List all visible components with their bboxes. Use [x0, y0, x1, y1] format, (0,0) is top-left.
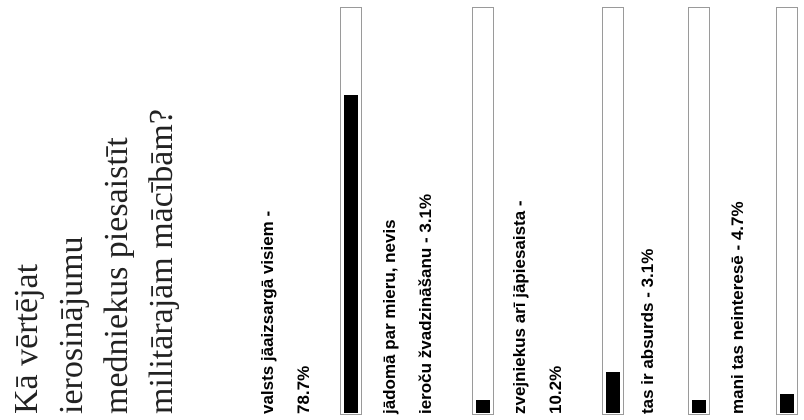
poll-question: Kā vērtējat ierosinājumu medniekus piesa…: [8, 109, 180, 414]
option-label-1: valsts jāaizsargā visiem - 78.7%: [258, 210, 313, 414]
option-bar-fill-2: [476, 400, 490, 413]
option-bar-fill-1: [344, 95, 358, 413]
option-label-3: zvejniekus arī jāpiesaista - 10.2%: [510, 200, 565, 414]
option-bar-3: [602, 7, 624, 415]
option-bar-fill-5: [780, 394, 794, 413]
option-bar-fill-4: [692, 400, 706, 413]
option-label-5: mani tas neinteresē - 4.7%: [728, 201, 747, 414]
option-bar-5: [776, 7, 798, 415]
option-bar-4: [688, 7, 710, 415]
option-bar-fill-3: [606, 371, 620, 413]
option-label-4: tas ir absurds - 3.1%: [638, 248, 657, 414]
option-bar-1: [340, 7, 362, 415]
option-label-2: jādomā par mieru, nevis ieroču žvadzināš…: [380, 193, 435, 414]
option-bar-2: [472, 7, 494, 415]
